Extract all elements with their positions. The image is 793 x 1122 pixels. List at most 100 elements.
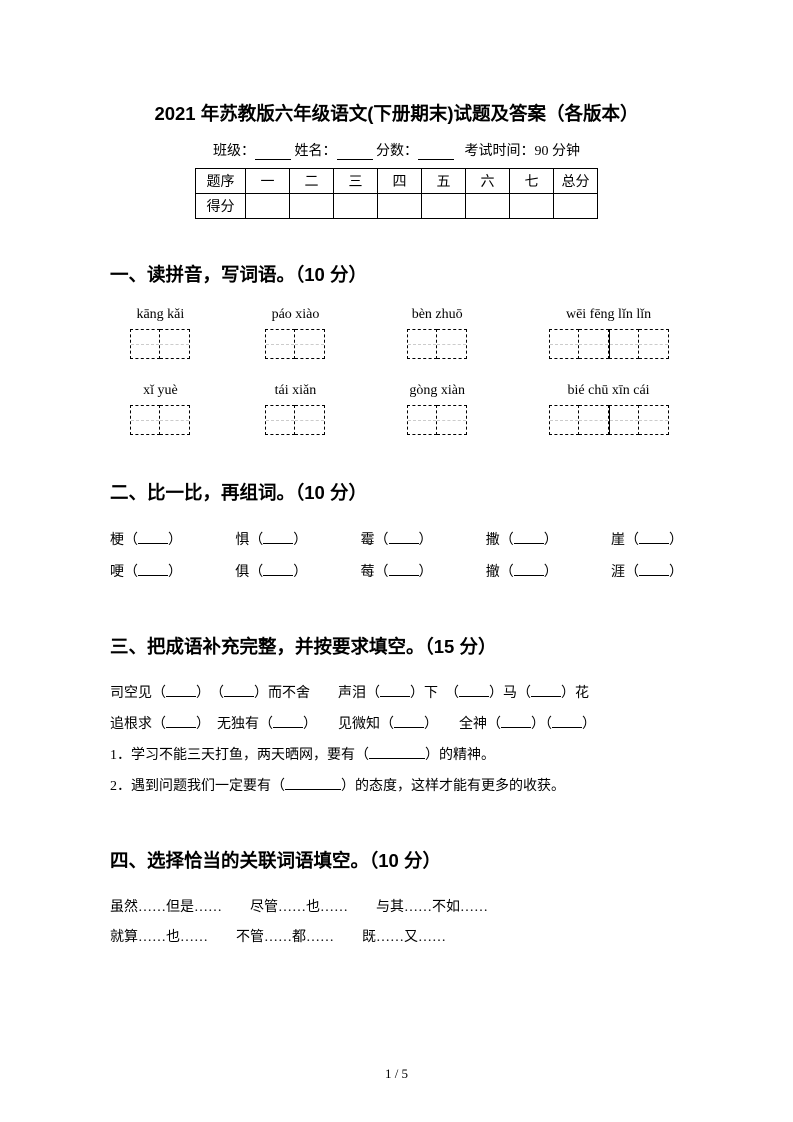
char-box[interactable] — [295, 329, 325, 359]
char-box[interactable] — [295, 405, 325, 435]
char-box[interactable] — [437, 405, 467, 435]
char-box-row — [110, 329, 683, 359]
score-table-header-row: 题序 一 二 三 四 五 六 七 总分 — [196, 169, 598, 194]
blank[interactable] — [263, 575, 293, 576]
time-label: 考试时间：90 分钟 — [465, 144, 581, 159]
q2-item: 惧（） — [235, 525, 307, 557]
score-cell[interactable] — [246, 194, 290, 219]
pinyin-row: kāng kǎipáo xiàobèn zhuōwēi fēng lǐn lǐn — [110, 307, 683, 323]
char-box[interactable] — [609, 329, 639, 359]
q2-heading: 二、比一比，再组词。（10 分） — [110, 479, 683, 505]
pinyin-text: tái xiǎn — [241, 383, 350, 399]
name-blank[interactable] — [337, 144, 373, 160]
char-box[interactable] — [160, 329, 190, 359]
blank[interactable] — [389, 543, 419, 544]
score-cell[interactable] — [554, 194, 598, 219]
score-cell[interactable] — [378, 194, 422, 219]
char-box-group[interactable] — [130, 405, 190, 435]
char-box[interactable] — [160, 405, 190, 435]
char-box-group[interactable] — [130, 329, 190, 359]
name-label: 姓名： — [295, 144, 337, 159]
q3-text: ） — [582, 717, 596, 732]
blank[interactable] — [459, 696, 489, 697]
q3-text: ）而不舍 声泪（ — [254, 686, 380, 701]
class-blank[interactable] — [255, 144, 291, 160]
blank[interactable] — [138, 575, 168, 576]
row1-label: 题序 — [196, 169, 246, 194]
char-box[interactable] — [549, 329, 579, 359]
char-box[interactable] — [407, 329, 437, 359]
score-cell[interactable] — [290, 194, 334, 219]
q4-line1: 虽然……但是…… 尽管……也…… 与其……不如…… — [110, 893, 683, 924]
char-box[interactable] — [130, 405, 160, 435]
col-2: 二 — [290, 169, 334, 194]
col-5: 五 — [422, 169, 466, 194]
char-box[interactable] — [437, 329, 467, 359]
blank[interactable] — [639, 575, 669, 576]
blank[interactable] — [389, 575, 419, 576]
char-box[interactable] — [130, 329, 160, 359]
char-box[interactable] — [639, 405, 669, 435]
col-6: 六 — [466, 169, 510, 194]
char-box[interactable] — [609, 405, 639, 435]
q3-text: ）花 — [561, 686, 589, 701]
char-box-group[interactable] — [407, 405, 467, 435]
blank[interactable] — [501, 727, 531, 728]
blank[interactable] — [639, 543, 669, 544]
char-box[interactable] — [579, 329, 609, 359]
blank[interactable] — [273, 727, 303, 728]
blank[interactable] — [531, 696, 561, 697]
q3-line3-post: ）的精神。 — [425, 748, 495, 763]
blank[interactable] — [224, 696, 254, 697]
q2-item: 撒（） — [486, 525, 558, 557]
q3-text: ） 无独有（ — [196, 717, 273, 732]
char-box-group[interactable] — [549, 405, 669, 435]
char-box-group[interactable] — [265, 329, 325, 359]
char-box[interactable] — [549, 405, 579, 435]
blank[interactable] — [166, 727, 196, 728]
blank[interactable] — [380, 696, 410, 697]
blank[interactable] — [514, 575, 544, 576]
char-box-wrap — [110, 329, 211, 359]
q2-item: 梗（） — [110, 525, 182, 557]
score-cell[interactable] — [422, 194, 466, 219]
blank[interactable] — [394, 727, 424, 728]
pinyin-text: bèn zhuō — [380, 307, 494, 323]
score-cell[interactable] — [466, 194, 510, 219]
info-line: 班级： 姓名： 分数： 考试时间：90 分钟 — [110, 140, 683, 160]
blank[interactable] — [285, 789, 341, 790]
blank[interactable] — [138, 543, 168, 544]
char-box[interactable] — [407, 405, 437, 435]
char-box-group[interactable] — [265, 405, 325, 435]
char-box-group[interactable] — [407, 329, 467, 359]
q2-row-2: 哽（）俱（）莓（）撤（）涯（） — [110, 557, 683, 589]
char-box[interactable] — [579, 405, 609, 435]
blank[interactable] — [514, 543, 544, 544]
pinyin-text: xǐ yuè — [110, 383, 211, 399]
q3-heading: 三、把成语补充完整，并按要求填空。（15 分） — [110, 633, 683, 659]
score-cell[interactable] — [510, 194, 554, 219]
q3-line4: 2．遇到问题我们一定要有（）的态度，这样才能有更多的收获。 — [110, 772, 683, 803]
q3-line3: 1．学习不能三天打鱼，两天晒网，要有（ ）的精神。 — [110, 741, 683, 772]
char-box[interactable] — [265, 405, 295, 435]
q2-item: 霉（） — [361, 525, 433, 557]
blank[interactable] — [263, 543, 293, 544]
char-box[interactable] — [265, 329, 295, 359]
q3-text: ） 见微知（ — [303, 717, 394, 732]
blank[interactable] — [552, 727, 582, 728]
char-box-wrap — [534, 329, 683, 359]
char-box-row — [110, 405, 683, 435]
q3-line3-pre: 1．学习不能三天打鱼，两天晒网，要有（ — [110, 748, 369, 763]
q3-line1: 司空见（） （）而不舍 声泪（）下 （）马（）花 — [110, 679, 683, 710]
score-cell[interactable] — [334, 194, 378, 219]
blank[interactable] — [369, 758, 425, 759]
q3-text: 司空见（ — [110, 686, 166, 701]
col-4: 四 — [378, 169, 422, 194]
q2-item: 崖（） — [611, 525, 683, 557]
char-box-group[interactable] — [549, 329, 669, 359]
char-box[interactable] — [639, 329, 669, 359]
q2-row-1: 梗（） 惧（） 霉（） 撒（） 崖（） — [110, 525, 683, 557]
q3-text: ） （ — [196, 686, 224, 701]
blank[interactable] — [166, 696, 196, 697]
score-blank[interactable] — [418, 144, 454, 160]
